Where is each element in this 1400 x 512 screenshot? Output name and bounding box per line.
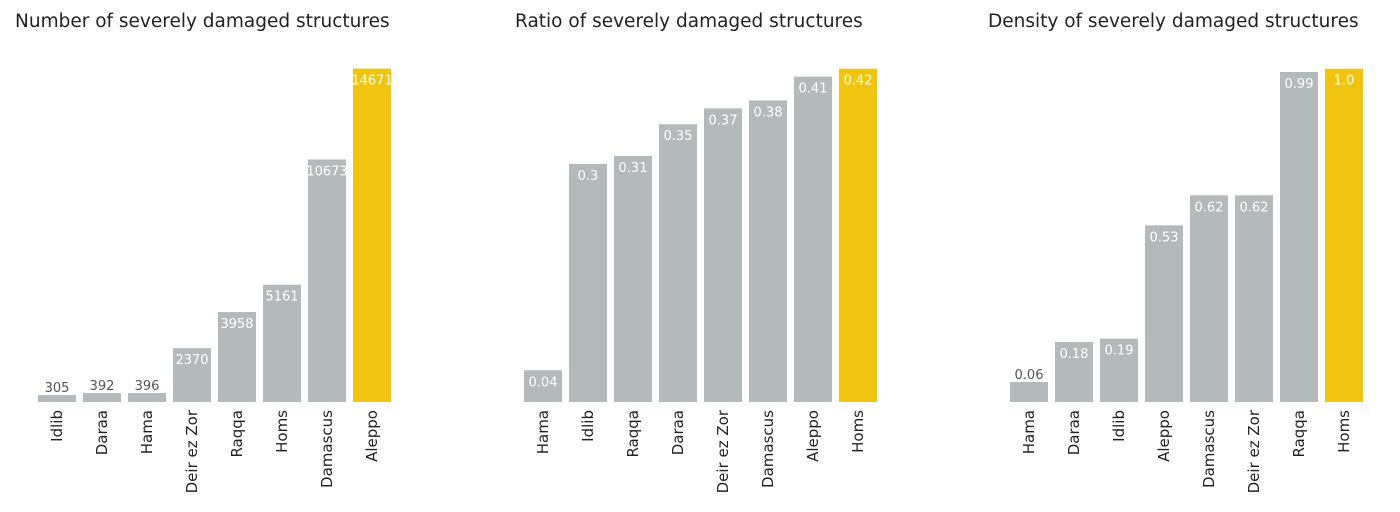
bar-daraa	[1055, 342, 1093, 402]
bar-value-label: 0.35	[664, 129, 693, 144]
bar-value-label: 0.04	[529, 375, 558, 390]
chart-title: Ratio of severely damaged structures	[515, 11, 863, 32]
bar-value-label: 0.38	[754, 105, 783, 120]
chart-panel-3: Density of severely damaged structures 0.…	[988, 11, 1363, 493]
bar-value-label: 305	[45, 381, 70, 396]
bar-raqqa	[614, 155, 652, 402]
category-tick-label: Deir ez Zor	[183, 409, 201, 493]
category-tick-label: Aleppo	[1155, 410, 1173, 462]
bar-value-label: 1.0	[1334, 74, 1355, 89]
category-tick-label: Idlib	[1110, 410, 1128, 442]
category-tick-label: Hama	[138, 410, 156, 454]
bar-homs	[1325, 68, 1363, 403]
category-tick-label: Daraa	[669, 410, 687, 455]
bar-daraa	[83, 393, 121, 402]
bar-deir-ez-zor	[704, 108, 742, 402]
bar-damascus	[749, 100, 787, 403]
bar-value-label: 5161	[265, 290, 298, 305]
bar-value-label: 10673	[306, 164, 347, 179]
bar-value-label: 0.31	[619, 161, 648, 176]
bar-idlib	[1100, 338, 1138, 402]
bar-homs	[263, 284, 301, 402]
chart-title: Number of severely damaged structures	[15, 11, 390, 32]
bar-value-label: 0.53	[1150, 230, 1179, 245]
category-tick-label: Idlib	[579, 410, 597, 442]
bar-value-label: 0.99	[1285, 77, 1314, 92]
bar-damascus	[308, 159, 346, 402]
bar-deir-ez-zor	[173, 348, 211, 402]
category-tick-label: Homs	[1335, 410, 1353, 453]
bar-value-label: 2370	[175, 353, 208, 368]
category-tick-label: Deir ez Zor	[714, 409, 732, 493]
bar-value-label: 0.18	[1060, 347, 1089, 362]
bar-idlib	[38, 395, 76, 402]
category-tick-label: Deir ez Zor	[1245, 409, 1263, 493]
bar-value-label: 392	[90, 379, 115, 394]
bar-value-label: 0.19	[1105, 344, 1134, 359]
category-tick-label: Hama	[534, 410, 552, 454]
category-tick-label: Damascus	[318, 410, 336, 488]
category-tick-label: Homs	[849, 410, 867, 453]
bar-hama	[128, 393, 166, 402]
bar-raqqa	[1280, 72, 1318, 402]
bar-daraa	[659, 124, 697, 402]
bar-value-label: 0.42	[844, 74, 873, 89]
bar-aleppo	[353, 68, 391, 403]
bar-hama	[1010, 382, 1048, 402]
bar-aleppo	[794, 76, 832, 402]
category-tick-label: Homs	[273, 410, 291, 453]
bar-hama	[524, 370, 562, 402]
bar-value-label: 0.06	[1015, 368, 1044, 383]
bar-homs	[839, 68, 877, 403]
bar-value-label: 14671	[351, 74, 392, 89]
category-tick-label: Daraa	[93, 410, 111, 455]
category-tick-label: Hama	[1020, 410, 1038, 454]
bar-value-label: 0.62	[1240, 200, 1269, 215]
bar-value-label: 396	[135, 379, 160, 394]
bar-value-label: 0.62	[1195, 200, 1224, 215]
bar-idlib	[569, 163, 607, 402]
category-tick-label: Damascus	[759, 410, 777, 488]
bar-value-label: 0.41	[799, 82, 828, 97]
category-tick-label: Aleppo	[363, 410, 381, 462]
bar-deir-ez-zor	[1235, 195, 1273, 402]
category-tick-label: Damascus	[1200, 410, 1218, 488]
bar-damascus	[1190, 195, 1228, 402]
chart-panel-2: Ratio of severely damaged structures 0.04…	[515, 11, 877, 493]
category-tick-label: Aleppo	[804, 410, 822, 462]
bar-value-label: 0.37	[709, 113, 738, 128]
bar-raqqa	[218, 312, 256, 402]
chart-panel-1: Number of severely damaged structures 305…	[15, 11, 393, 493]
chart-title: Density of severely damaged structures	[988, 11, 1359, 32]
category-tick-label: Daraa	[1065, 410, 1083, 455]
bar-aleppo	[1145, 225, 1183, 402]
category-tick-label: Idlib	[48, 410, 66, 442]
category-tick-label: Raqqa	[624, 410, 642, 458]
bar-value-label: 3958	[220, 317, 253, 332]
category-tick-label: Raqqa	[1290, 410, 1308, 458]
category-tick-label: Raqqa	[228, 410, 246, 458]
bar-value-label: 0.3	[578, 169, 599, 184]
